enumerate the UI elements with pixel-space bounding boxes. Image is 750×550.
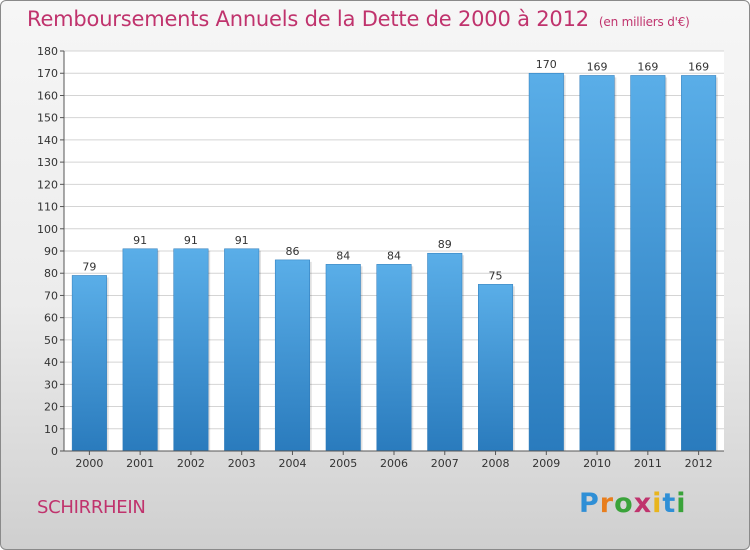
- y-tick-label: 180: [37, 45, 58, 58]
- proxiti-logo[interactable]: Proxiti: [579, 488, 687, 519]
- bar-2005: [325, 264, 361, 452]
- bar-2004: [274, 259, 310, 452]
- data-label-2005: 84: [336, 249, 350, 262]
- data-label-2006: 84: [387, 249, 401, 262]
- data-label-2007: 89: [438, 238, 452, 251]
- y-tick-label: 70: [44, 289, 58, 302]
- data-label-2009: 170: [536, 58, 557, 71]
- data-label-2002: 91: [184, 234, 198, 247]
- y-tick-label: 100: [37, 223, 58, 236]
- y-tick-label: 130: [37, 156, 58, 169]
- y-tick-label: 60: [44, 312, 58, 325]
- x-tick-label-2005: 2005: [329, 457, 357, 470]
- bar-2012: [681, 75, 717, 452]
- y-tick-label: 0: [51, 445, 58, 458]
- x-tick-label-2001: 2001: [126, 457, 154, 470]
- data-label-2000: 79: [82, 260, 96, 273]
- data-label-2011: 169: [637, 60, 658, 73]
- x-tick-label-2011: 2011: [634, 457, 662, 470]
- bars-group: 79 91 91 91 86 84 84 89 75 170 169 169 169: [71, 58, 718, 452]
- y-tick-label: 10: [44, 423, 58, 436]
- chart-title: Remboursements Annuels de la Dette de 20…: [27, 7, 690, 31]
- data-label-2003: 91: [235, 234, 249, 247]
- title-text: Remboursements Annuels de la Dette de 20…: [27, 7, 589, 31]
- y-tick-label: 170: [37, 67, 58, 80]
- bar-2000: [71, 275, 107, 452]
- bar-2002: [173, 248, 209, 452]
- bar-2009: [528, 72, 564, 452]
- x-tick-label-2003: 2003: [228, 457, 256, 470]
- bar-2003: [224, 248, 260, 452]
- x-tick-label-2000: 2000: [75, 457, 103, 470]
- y-tick-label: 140: [37, 134, 58, 147]
- bar-2011: [630, 75, 666, 452]
- x-tick-label-2002: 2002: [177, 457, 205, 470]
- y-tick-label: 90: [44, 245, 58, 258]
- y-tick-label: 120: [37, 178, 58, 191]
- data-label-2004: 86: [285, 245, 299, 258]
- y-tick-label: 40: [44, 356, 58, 369]
- x-tick-label-2010: 2010: [583, 457, 611, 470]
- bar-2010: [579, 75, 615, 452]
- data-label-2010: 169: [587, 60, 608, 73]
- x-tick-label-2008: 2008: [482, 457, 510, 470]
- bar-2008: [478, 284, 514, 452]
- unit-label: (en milliers d'€): [598, 15, 690, 29]
- bar-2007: [427, 252, 463, 452]
- data-label-2001: 91: [133, 234, 147, 247]
- y-tick-label: 50: [44, 334, 58, 347]
- y-tick-label: 110: [37, 201, 58, 214]
- y-tick-label: 80: [44, 267, 58, 280]
- x-tick-label-2007: 2007: [431, 457, 459, 470]
- x-tick-label-2009: 2009: [532, 457, 560, 470]
- commune-name: SCHIRRHEIN: [37, 497, 146, 518]
- y-tick-label: 160: [37, 89, 58, 102]
- data-label-2012: 169: [688, 60, 709, 73]
- data-label-2008: 75: [489, 269, 503, 282]
- y-tick-label: 30: [44, 378, 58, 391]
- x-tick-label-2004: 2004: [278, 457, 306, 470]
- bar-2006: [376, 264, 412, 452]
- y-tick-label: 20: [44, 401, 58, 414]
- x-tick-label-2012: 2012: [685, 457, 713, 470]
- y-tick-label: 150: [37, 112, 58, 125]
- x-tick-label-2006: 2006: [380, 457, 408, 470]
- bar-2001: [122, 248, 158, 452]
- axes-group: 0 10 20 30 40 50 60 70 80 90 100 110 120 130 140 150 160…: [37, 45, 724, 470]
